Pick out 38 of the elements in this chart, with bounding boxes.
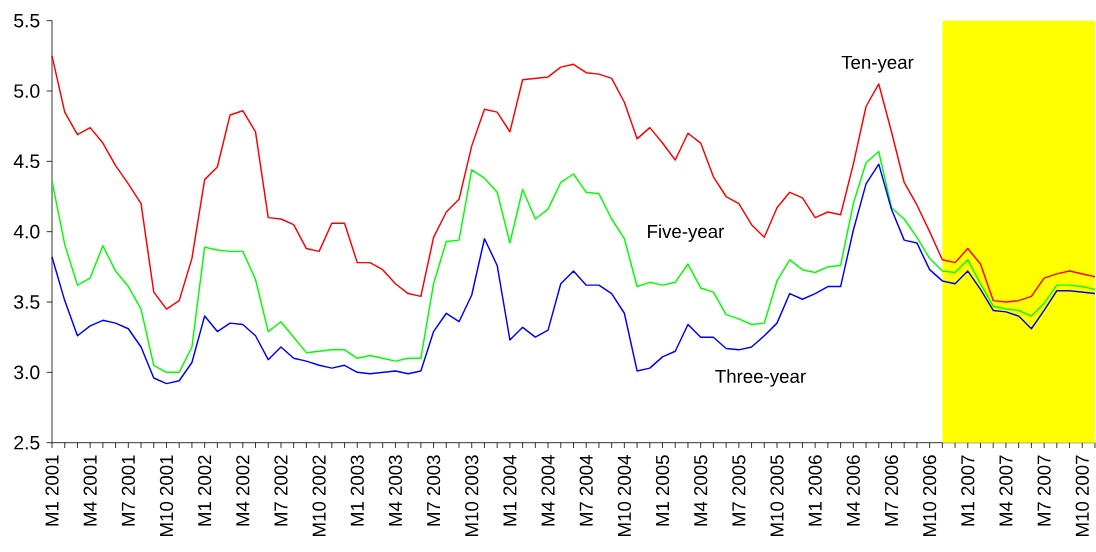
y-tick-label: 5.5 <box>14 13 40 28</box>
x-tick-label: M10 2003 <box>465 455 479 536</box>
x-tick-label: M1 2002 <box>198 455 212 526</box>
x-tick-label: M1 2005 <box>655 455 670 526</box>
y-tick-label: 2.5 <box>14 435 40 450</box>
y-tick-label: 4.5 <box>13 154 40 169</box>
x-tick-label: M4 2006 <box>846 455 860 526</box>
x-tick-label: M4 2001 <box>83 455 97 526</box>
series-label: Ten-year <box>841 55 914 73</box>
x-tick-label: M10 2001 <box>159 455 174 536</box>
y-tick-label: 5.0 <box>14 84 40 98</box>
x-tick-label: M4 2007 <box>999 455 1013 526</box>
series-label: Three-year <box>715 369 806 387</box>
x-tick-label: M10 2007 <box>1075 455 1089 536</box>
x-tick-label: M7 2005 <box>732 455 746 526</box>
x-tick-label: M10 2005 <box>770 455 784 536</box>
x-tick-label: M10 2006 <box>923 455 937 536</box>
x-tick-label: M4 2003 <box>388 455 403 526</box>
x-tick-label: M1 2003 <box>350 455 364 526</box>
y-tick-label: 3.5 <box>14 295 40 309</box>
x-tick-label: M7 2003 <box>426 455 441 526</box>
x-tick-label: M7 2001 <box>121 455 135 526</box>
x-tick-label: M4 2002 <box>236 455 250 526</box>
x-tick-label: M7 2007 <box>1037 455 1051 526</box>
x-tick-label: M1 2006 <box>808 455 822 526</box>
x-tick-label: M4 2004 <box>541 455 555 526</box>
x-tick-label: M4 2005 <box>694 455 708 526</box>
y-tick-label: 3.0 <box>14 365 40 380</box>
x-tick-label: M7 2006 <box>884 455 899 526</box>
x-tick-label: M7 2004 <box>579 455 593 526</box>
x-tick-label: M1 2004 <box>503 455 517 526</box>
y-tick-label: 4.0 <box>13 224 40 239</box>
x-tick-label: M1 2007 <box>961 455 975 526</box>
x-tick-label: M1 2001 <box>45 455 59 526</box>
x-tick-label: M10 2002 <box>312 455 326 536</box>
x-tick-label: M10 2004 <box>617 455 631 536</box>
x-tick-label: M7 2002 <box>274 455 288 526</box>
series-label: Five-year <box>648 224 725 242</box>
